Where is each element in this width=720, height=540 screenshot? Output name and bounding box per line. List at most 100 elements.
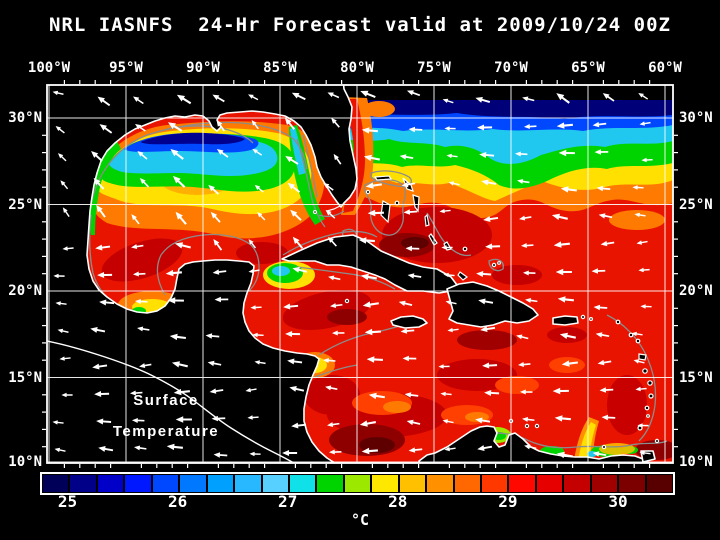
lon-tick-label: 70°W <box>494 60 528 76</box>
wind-vector-arrow <box>251 120 259 130</box>
wind-vector-arrow <box>362 301 379 308</box>
wind-vector-arrow <box>598 213 613 219</box>
wind-vector-arrow <box>169 333 186 341</box>
wind-vector-arrow <box>134 445 147 451</box>
wind-vector-arrow <box>556 93 570 104</box>
wind-vector-arrow <box>129 390 143 396</box>
colorbar-cell <box>152 475 179 492</box>
wind-vector-arrow <box>250 305 262 310</box>
colorbar-cell <box>344 475 371 492</box>
wind-vector-arrow <box>331 117 340 128</box>
wind-vectors-layer <box>52 90 653 459</box>
wind-vector-arrow <box>592 121 607 128</box>
wind-vector-arrow <box>171 361 188 368</box>
wind-vector-arrow <box>214 296 229 303</box>
colorbar-cell <box>399 475 426 492</box>
colorbar-cell <box>70 475 96 492</box>
wind-vector-arrow <box>175 416 192 423</box>
wind-vector-arrow <box>205 333 220 339</box>
axis-ticks <box>42 80 678 468</box>
page-title: NRL IASNFS 24-Hr Forecast valid at 2009/… <box>49 14 671 36</box>
wind-vector-arrow <box>282 450 298 456</box>
wind-vector-arrow <box>291 422 307 429</box>
lat-tick-label: 30°N <box>679 110 713 126</box>
colorbar-cell <box>427 475 453 492</box>
wind-vector-arrow <box>602 93 615 102</box>
wind-vector-arrow <box>403 209 418 215</box>
wind-vector-arrow <box>631 331 643 337</box>
wind-vector-arrow <box>131 244 144 250</box>
wind-vector-arrow <box>172 175 186 188</box>
wind-vector-arrow <box>285 330 301 337</box>
wind-vector-arrow <box>207 360 222 367</box>
wind-vector-arrow <box>633 359 645 364</box>
wind-vector-arrow <box>96 418 112 425</box>
wind-vector-arrow <box>406 90 421 97</box>
wind-vector-arrow <box>99 124 113 134</box>
wind-vector-arrow <box>600 240 615 247</box>
wind-vector-arrow <box>333 153 342 165</box>
wind-vector-arrow <box>560 186 577 193</box>
colorbar-cell <box>591 475 618 492</box>
wind-vector-arrow <box>132 271 146 277</box>
wind-vector-arrow <box>477 445 493 452</box>
colorbar-unit: °C <box>350 511 370 529</box>
wind-vector-arrow <box>283 303 299 310</box>
wind-vector-arrow <box>216 119 226 132</box>
wind-vector-arrow <box>290 209 302 221</box>
wind-vector-arrow <box>54 447 66 453</box>
lon-tick-label: 85°W <box>263 60 297 76</box>
wind-vector-arrow <box>519 215 532 221</box>
wind-vector-arrow <box>520 243 534 249</box>
wind-vector-arrow <box>131 417 145 423</box>
lat-tick-label: 25°N <box>679 196 713 213</box>
wind-vector-arrow <box>519 389 533 395</box>
map-label-surface: Surface <box>133 392 199 409</box>
wind-vector-arrow <box>361 127 378 134</box>
wind-vector-arrow <box>212 269 227 275</box>
colorbar-cell <box>564 475 590 492</box>
wind-vector-arrow <box>442 98 454 104</box>
wind-vector-arrow <box>211 415 226 422</box>
wind-vector-arrow <box>635 386 647 392</box>
colorbar-cell <box>235 475 261 492</box>
wind-vector-arrow <box>408 126 423 133</box>
wind-vector-arrow <box>93 177 105 190</box>
colorbar-tick-labels: 25 26 27 28 29 30 <box>40 492 673 511</box>
wind-vector-arrow <box>639 450 651 456</box>
wind-vector-arrow <box>212 94 225 103</box>
wind-vector-arrow <box>407 273 422 279</box>
colorbar-cell <box>289 475 316 492</box>
wind-vector-arrow <box>254 360 266 365</box>
colorbar-tick-label: 25 <box>57 492 78 511</box>
wind-vector-arrow <box>596 185 611 192</box>
map-frame <box>46 84 674 464</box>
wind-vector-arrow <box>361 447 378 455</box>
colorbar <box>40 472 675 495</box>
colorbar-tick-label: 30 <box>608 492 628 511</box>
colorbar-cells <box>43 475 673 492</box>
sst-field-layer <box>47 85 673 463</box>
wind-vector-arrow <box>99 299 115 306</box>
colorbar-cell <box>180 475 206 492</box>
wind-vector-arrow <box>216 148 229 158</box>
wind-vector-arrow <box>639 121 651 126</box>
wind-vector-arrow <box>292 236 304 249</box>
colorbar-cell <box>125 475 151 492</box>
wind-vector-arrow <box>323 182 334 191</box>
wind-vector-arrow <box>522 416 535 422</box>
wind-vector-arrow <box>485 243 501 250</box>
wind-vector-arrow <box>599 387 614 393</box>
wind-vector-arrow <box>167 122 183 132</box>
wind-vector-arrow <box>561 360 578 367</box>
wind-vector-arrow <box>553 241 570 248</box>
wind-vector-arrow <box>360 273 377 281</box>
wind-vector-arrow <box>638 267 650 273</box>
wind-vector-arrow <box>480 326 496 333</box>
wind-vector-arrow <box>516 334 529 340</box>
wind-vector-arrow <box>95 244 111 251</box>
colorbar-cell <box>482 475 508 492</box>
wind-vector-arrow <box>208 184 220 195</box>
wind-vector-arrow <box>137 326 150 332</box>
wind-vector-arrow <box>441 245 453 250</box>
